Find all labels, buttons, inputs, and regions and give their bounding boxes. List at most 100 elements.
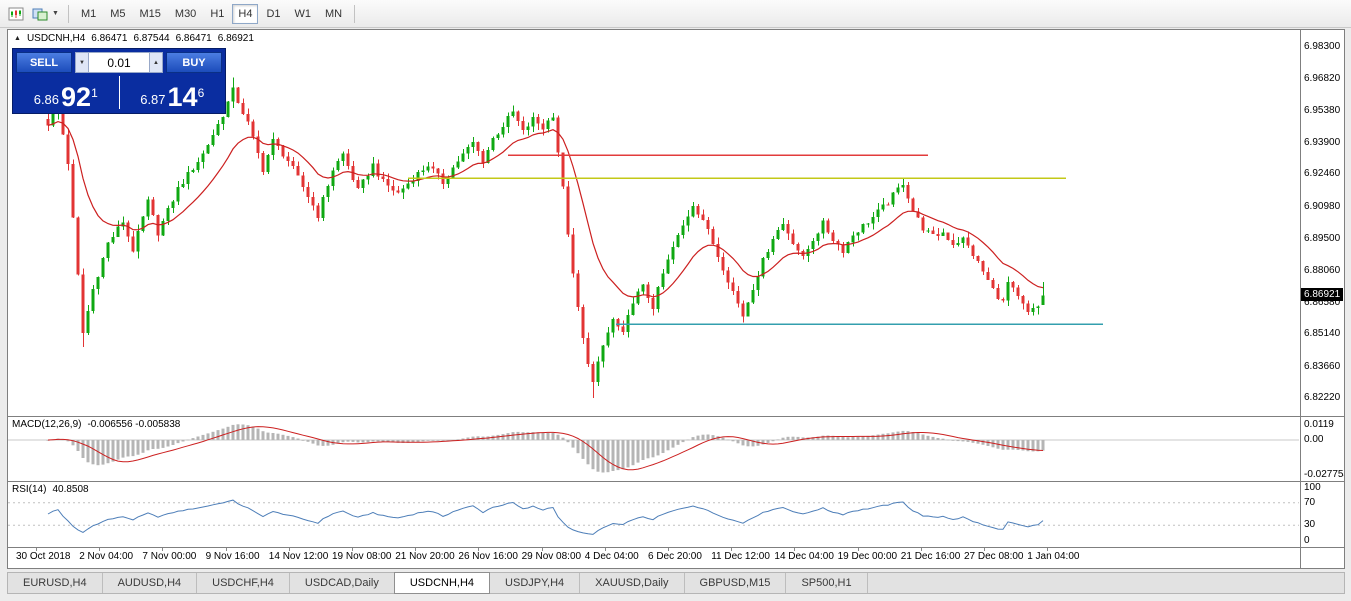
tab-audusd-h4[interactable]: AUDUSD,H4	[102, 573, 198, 593]
rsi-header: RSI(14) 40.8508	[12, 484, 89, 495]
time-axis-tick	[541, 548, 543, 551]
macd-histogram	[46, 424, 1045, 473]
rsi-axis-label: 30	[1304, 519, 1316, 531]
collapse-panel-icon[interactable]: ▲	[14, 35, 21, 42]
time-axis-tick	[731, 548, 733, 551]
bid-pip-digit: 1	[91, 86, 98, 100]
rsi-axis-label: 70	[1304, 496, 1316, 508]
time-axis-label: 14 Dec 04:00	[774, 551, 834, 562]
symbol-label: USDCNH,H4	[26, 33, 86, 44]
time-axis-label: 21 Nov 20:00	[395, 551, 455, 562]
tab-eurusd-h4[interactable]: EURUSD,H4	[8, 573, 103, 593]
tab-sp500-h1[interactable]: SP500,H1	[786, 573, 868, 593]
macd-axis-label: 0.00	[1304, 434, 1324, 445]
time-axis-pane: 30 Oct 2018 2 Nov 04:00 7 Nov 00:00 9 Nov 1…	[8, 547, 1344, 568]
lot-size-control: ▼ 0.01 ▲	[75, 52, 163, 73]
sell-button[interactable]: SELL	[16, 52, 72, 73]
time-axis-tick	[36, 548, 37, 551]
macd-values: -0.006556 -0.005838	[87, 419, 181, 430]
timeframe-w1[interactable]: W1	[294, 7, 312, 20]
tab-usdchf-h4[interactable]: USDCHF,H4	[197, 573, 290, 593]
macd-axis-label: -0.027754	[1304, 469, 1344, 480]
time-axis-tick	[288, 548, 290, 551]
time-axis-tick	[99, 548, 101, 551]
macd-plot-svg[interactable]	[8, 417, 1299, 481]
close-value: 6.86921	[217, 33, 254, 44]
rsi-line	[47, 499, 1044, 535]
templates-icon-glyph	[32, 8, 48, 20]
tab-usdjpy-h4[interactable]: USDJPY,H4	[490, 573, 581, 593]
time-axis-label: 9 Nov 16:00	[205, 551, 260, 562]
rsi-pane: RSI(14) 40.8508 100 70 30 0	[8, 481, 1344, 547]
buy-button[interactable]: BUY	[166, 52, 222, 73]
high-value: 6.87544	[133, 33, 170, 44]
chart-window: ▲ USDCNH,H4 6.86471 6.87544 6.86471 6.86…	[7, 29, 1345, 569]
time-axis-tick	[920, 548, 922, 551]
timeframe-m5[interactable]: M5	[110, 7, 126, 20]
time-axis-tick	[415, 548, 417, 551]
moving-average-line	[47, 120, 1044, 298]
time-axis-tick	[225, 548, 227, 551]
time-axis-tick	[478, 548, 480, 551]
chart-icon[interactable]	[4, 3, 28, 25]
price-divider	[118, 76, 120, 109]
bid-big-digits: 92	[61, 82, 92, 113]
price-axis-label: 6.85140	[1304, 328, 1341, 340]
bid-prefix: 6.86	[33, 91, 60, 107]
rsi-value: 40.8508	[52, 484, 89, 495]
timeframe-m30[interactable]: M30	[174, 7, 197, 20]
macd-pane: MACD(12,26,9) -0.006556 -0.005838 0.0119…	[8, 416, 1344, 481]
timeframe-h1[interactable]: H1	[210, 7, 225, 20]
chevron-up-icon: ▲	[153, 59, 159, 66]
candlestick-chart[interactable]	[8, 30, 1299, 416]
main-plot: ▲ USDCNH,H4 6.86471 6.87544 6.86471 6.86…	[8, 30, 1300, 416]
current-price-tag: 6.86921	[1301, 288, 1343, 302]
price-axis-label: 6.95380	[1304, 104, 1341, 116]
time-axis-label: 7 Nov 00:00	[142, 551, 197, 562]
ask-price[interactable]: 6.87 14 6	[120, 73, 226, 112]
price-axis: 6.98300 6.96820 6.95380 6.93900 6.92460 6.909…	[1300, 30, 1344, 416]
time-axis-label: 14 Nov 12:00	[268, 551, 329, 562]
timeframe-m1[interactable]: M1	[80, 7, 97, 20]
ask-prefix: 6.87	[140, 91, 166, 107]
templates-menu-icon[interactable]: ▼	[28, 3, 63, 25]
time-axis-tick	[162, 548, 164, 551]
price-axis-label: 6.82220	[1304, 392, 1341, 403]
time-axis-tick	[604, 548, 606, 551]
price-axis-label: 6.83660	[1304, 360, 1341, 372]
tab-gbpusd-m15[interactable]: GBPUSD,M15	[684, 573, 787, 593]
time-axis-label: 21 Dec 16:00	[900, 551, 961, 562]
time-axis-label: 6 Dec 20:00	[648, 551, 702, 562]
timeframe-d1[interactable]: D1	[266, 7, 281, 20]
bid-price[interactable]: 6.86 92 1	[13, 73, 119, 112]
rsi-plot-svg[interactable]	[8, 482, 1299, 547]
chevron-down-icon: ▼	[79, 59, 85, 66]
timeframe-h4[interactable]: H4	[232, 3, 259, 24]
trade-controls-row: SELL ▼ 0.01 ▲ BUY	[13, 49, 225, 73]
tab-xauusd-daily[interactable]: XAUUSD,Daily	[580, 573, 685, 593]
bottom-strip	[0, 595, 1351, 601]
time-axis-label: 4 Dec 04:00	[584, 551, 639, 562]
price-axis-label: 6.86580	[1304, 296, 1341, 308]
toolbar: ▼ M1 M5 M15 M30 H1 H4 D1 W1 MN	[0, 0, 1351, 28]
lot-size-input[interactable]: 0.01	[89, 52, 149, 73]
time-axis-label: 11 Dec 12:00	[711, 551, 770, 562]
price-axis-label: 6.88060	[1304, 264, 1341, 276]
macd-header: MACD(12,26,9) -0.006556 -0.005838	[12, 419, 180, 430]
time-axis-tick	[352, 548, 353, 551]
tab-usdcnh-h4[interactable]: USDCNH,H4	[393, 572, 491, 594]
toolbar-separator	[354, 4, 356, 23]
time-axis-tick	[794, 548, 796, 551]
time-axis-tick	[984, 548, 985, 551]
timeframe-mn[interactable]: MN	[325, 7, 343, 20]
time-axis-label: 26 Nov 16:00	[458, 551, 518, 562]
tab-usdcad-daily[interactable]: USDCAD,Daily	[289, 573, 395, 593]
timeframe-m15[interactable]: M15	[139, 7, 161, 20]
lot-decrease-button[interactable]: ▼	[75, 52, 89, 73]
rsi-axis-label: 100	[1304, 482, 1321, 493]
time-axis-tick	[1047, 548, 1049, 551]
lot-increase-button[interactable]: ▲	[149, 52, 163, 73]
one-click-trading-panel: SELL ▼ 0.01 ▲ BUY 6.86 92 1	[12, 48, 226, 114]
main-chart-pane: ▲ USDCNH,H4 6.86471 6.87544 6.86471 6.86…	[8, 30, 1344, 416]
time-axis[interactable]: 30 Oct 2018 2 Nov 04:00 7 Nov 00:00 9 Nov 1…	[8, 548, 1300, 568]
